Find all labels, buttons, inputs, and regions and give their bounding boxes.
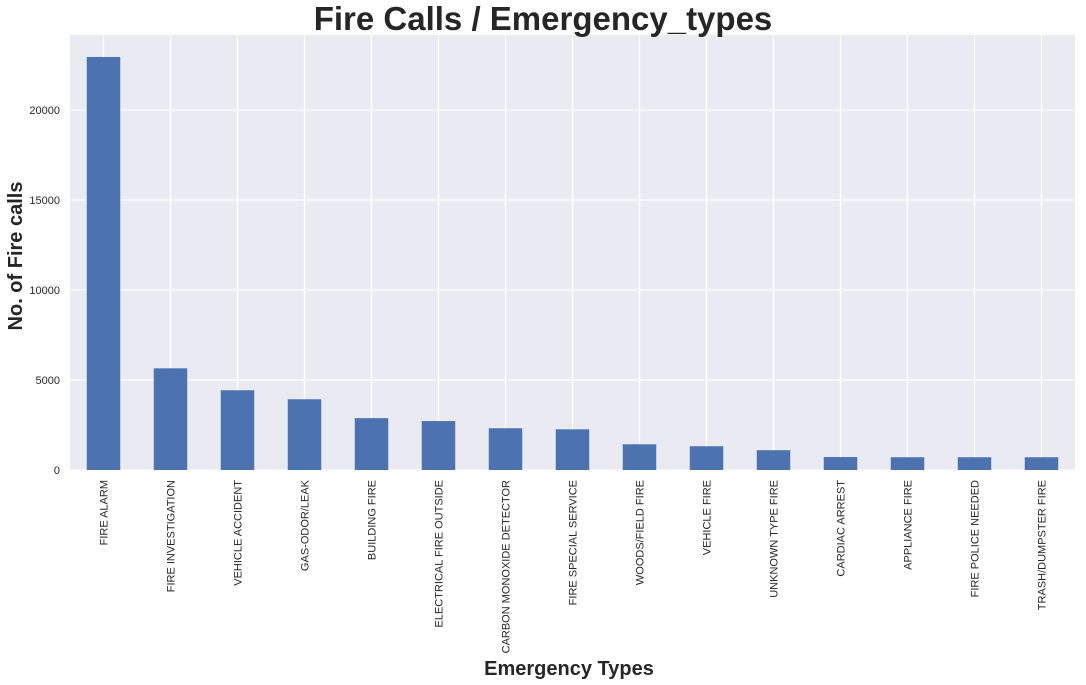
- y-tick-label: 10000: [29, 285, 60, 297]
- bar: [220, 390, 255, 470]
- y-tick-label: 0: [54, 465, 60, 477]
- bar: [890, 457, 925, 470]
- bar: [622, 444, 657, 470]
- x-tick-label: ELECTRICAL FIRE OUTSIDE: [434, 480, 446, 628]
- y-tick-label: 15000: [29, 195, 60, 207]
- x-tick-label: CARBON MONOXIDE DETECTOR: [501, 480, 513, 653]
- x-tick-label: FIRE INVESTIGATION: [166, 480, 178, 592]
- y-tick-label: 20000: [29, 105, 60, 117]
- x-axis-label: Emergency Types: [484, 658, 654, 680]
- x-tick-label: VEHICLE ACCIDENT: [233, 480, 245, 586]
- y-tick-label: 5000: [36, 375, 60, 387]
- bar: [689, 446, 724, 470]
- bar: [1024, 457, 1059, 470]
- bar: [823, 457, 858, 470]
- x-tick-label: VEHICLE FIRE: [702, 480, 714, 555]
- bars: [86, 56, 1059, 470]
- grid-lines: [70, 35, 1075, 471]
- bar: [957, 457, 992, 470]
- bar: [86, 56, 121, 470]
- y-axis-label: No. of Fire calls: [5, 182, 27, 331]
- x-tick-label: FIRE ALARM: [99, 480, 111, 545]
- x-tick-label: TRASH/DUMPSTER FIRE: [1037, 480, 1049, 610]
- x-tick-label: FIRE SPECIAL SERVICE: [568, 480, 580, 605]
- x-tick-label: APPLIANCE FIRE: [903, 480, 915, 570]
- bar: [421, 421, 456, 470]
- x-tick-label: BUILDING FIRE: [367, 480, 379, 560]
- x-tick-labels: FIRE ALARM FIRE INVESTIGATION VEHICLE ACCI…: [99, 479, 1049, 653]
- x-tick-label: GAS-ODOR/LEAK: [300, 479, 312, 571]
- x-tick-label: WOODS/FIELD FIRE: [635, 480, 647, 585]
- bar: [287, 399, 322, 470]
- chart-title: Fire Calls / Emergency_types: [314, 0, 773, 37]
- x-tick-label: UNKNOWN TYPE FIRE: [769, 480, 781, 598]
- y-tick-labels: 0 5000 10000 15000 20000: [29, 105, 60, 477]
- x-tick-label: FIRE POLICE NEEDED: [970, 480, 982, 597]
- bar: [153, 368, 188, 470]
- bar: [488, 428, 523, 470]
- bar: [354, 418, 389, 470]
- bar: [756, 450, 791, 470]
- x-tick-label: CARDIAC ARREST: [836, 480, 848, 577]
- bar: [555, 429, 590, 470]
